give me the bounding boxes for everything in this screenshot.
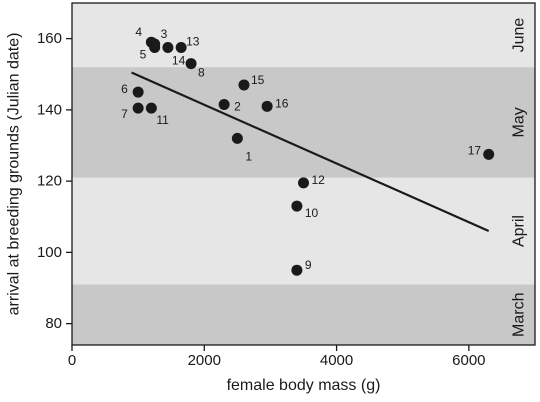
y-tick-label: 100 [37, 244, 62, 261]
data-point-16 [261, 100, 273, 112]
y-tick-label: 120 [37, 173, 62, 190]
month-band-labels: March April May June [511, 18, 528, 337]
y-axis-label: arrival at breeding grounds (Julian date… [6, 33, 23, 316]
data-point-7 [132, 102, 144, 114]
data-point-13 [175, 42, 187, 54]
point-label-9: 9 [305, 258, 312, 272]
data-point-12 [298, 177, 309, 189]
x-tick-label: 0 [68, 352, 76, 369]
point-label-1: 1 [245, 149, 252, 163]
point-label-2: 2 [234, 100, 241, 114]
band-label-may: May [511, 107, 528, 137]
band-june [72, 3, 535, 68]
x-axis-ticks: 0 2000 4000 6000 [68, 345, 486, 369]
point-label-10: 10 [305, 206, 319, 220]
data-point-5 [149, 42, 161, 54]
x-axis-label: female body mass (g) [227, 377, 381, 394]
point-label-11: 11 [156, 113, 169, 127]
point-label-8: 8 [198, 66, 205, 80]
data-point-11 [145, 102, 157, 114]
data-points [132, 36, 495, 276]
y-axis-ticks: 80 100 120 140 160 [37, 30, 72, 332]
band-april [72, 177, 535, 285]
point-label-3: 3 [161, 27, 168, 41]
point-label-12: 12 [312, 173, 326, 187]
point-label-13: 13 [186, 35, 200, 49]
band-march [72, 284, 535, 345]
y-tick-label: 80 [45, 315, 62, 332]
month-bands [72, 3, 535, 345]
band-label-june: June [511, 18, 528, 53]
point-label-14: 14 [172, 54, 186, 68]
point-label-5: 5 [140, 48, 147, 62]
point-label-16: 16 [275, 96, 289, 110]
point-label-6: 6 [121, 82, 128, 96]
plot-frame [71, 2, 536, 346]
data-point-10 [291, 200, 303, 212]
point-label-17: 17 [468, 143, 482, 157]
x-tick-label: 2000 [188, 352, 221, 369]
data-point-1 [231, 132, 243, 144]
data-point-8 [185, 58, 197, 70]
y-tick-label: 160 [37, 30, 62, 47]
x-tick-label: 6000 [452, 352, 485, 369]
data-point-6 [132, 86, 144, 98]
data-point-14 [162, 42, 174, 54]
data-point-2 [218, 99, 230, 111]
trend-line [131, 71, 490, 233]
x-tick-label: 4000 [320, 352, 353, 369]
point-label-4: 4 [135, 25, 142, 39]
band-label-april: April [511, 215, 528, 247]
data-point-9 [291, 264, 303, 276]
data-point-15 [238, 79, 250, 91]
point-label-15: 15 [251, 73, 265, 87]
data-point-17 [483, 148, 495, 160]
band-label-march: March [511, 292, 528, 336]
band-may [72, 67, 535, 178]
y-tick-label: 140 [37, 101, 62, 118]
point-label-7: 7 [121, 107, 128, 121]
